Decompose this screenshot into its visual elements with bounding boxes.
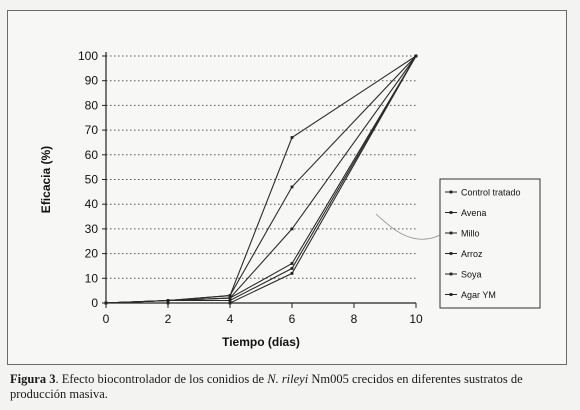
x-axis-title: Tiempo (días) xyxy=(222,335,300,349)
y-tick-label-0: 0 xyxy=(91,296,98,310)
y-tick-label-70: 70 xyxy=(85,123,99,137)
legend-label-1: Avena xyxy=(461,208,486,218)
legend-box xyxy=(439,178,541,309)
legend-marker-4 xyxy=(449,272,453,276)
x-tick-label-8: 8 xyxy=(351,312,358,326)
x-tick-label-6: 6 xyxy=(289,312,296,326)
series-4-point-1 xyxy=(166,299,170,302)
figure-caption: Figura 3. Efecto biocontrolador de los c… xyxy=(10,372,566,402)
x-tick-label-0: 0 xyxy=(103,312,110,326)
legend-marker-1 xyxy=(449,211,453,214)
legend-label-4: Soya xyxy=(461,270,482,280)
legend-marker-3 xyxy=(449,252,453,255)
series-1-point-2 xyxy=(228,294,232,297)
series-4-point-3 xyxy=(290,267,294,270)
legend-marker-2 xyxy=(449,231,453,235)
x-tick-label-10: 10 xyxy=(409,312,423,326)
caption-text-after: Nm005 crecidos en diferentes sustratos d… xyxy=(10,372,523,401)
y-tick-label-40: 40 xyxy=(85,197,99,211)
legend-marker-5 xyxy=(449,293,453,296)
series-5-point-1 xyxy=(166,301,170,305)
caption-label: Figura 3 xyxy=(10,372,56,386)
series-5-point-2 xyxy=(228,301,232,305)
y-tick-label-90: 90 xyxy=(85,74,99,88)
y-axis-title: Eficacia (%) xyxy=(39,146,53,213)
y-tick-label-100: 100 xyxy=(78,49,98,63)
series-line-1 xyxy=(105,55,417,304)
legend-label-0: Control tratado xyxy=(461,188,521,198)
caption-species: N. rileyi xyxy=(267,372,309,386)
legend-label-5: Agar YM xyxy=(461,290,496,300)
y-tick-label-10: 10 xyxy=(85,271,99,285)
y-tick-label-20: 20 xyxy=(85,247,99,261)
series-line-5 xyxy=(106,55,417,304)
legend-marker-0 xyxy=(449,190,453,194)
y-tick-label-30: 30 xyxy=(85,222,99,236)
series-3-point-3 xyxy=(290,262,294,265)
series-1-point-3 xyxy=(290,185,294,189)
x-tick-label-4: 4 xyxy=(227,312,234,326)
series-line-2 xyxy=(105,55,417,304)
chart-frame: 0 10 20 30 40 50 60 70 80 90 100 0 2 4 6 8 10 Tiempo (día… xyxy=(7,10,567,365)
series-0-point-3 xyxy=(290,136,294,139)
x-tick-label-2: 2 xyxy=(165,312,172,326)
pencil-mark xyxy=(375,213,441,240)
caption-text-before: . Efecto biocontrolador de los conidios … xyxy=(55,372,268,386)
series-4-point-2 xyxy=(228,299,232,302)
y-tick-label-80: 80 xyxy=(85,98,99,112)
y-tick-label-60: 60 xyxy=(85,148,99,162)
series-5-point-0 xyxy=(104,301,108,305)
series-line-4 xyxy=(105,55,417,304)
legend-label-2: Millo xyxy=(461,229,480,239)
legend-label-3: Arroz xyxy=(461,249,483,259)
series-3-point-2 xyxy=(228,296,232,300)
series-5-point-4 xyxy=(414,54,418,58)
series-2-point-3 xyxy=(290,227,294,231)
line-chart: 0 10 20 30 40 50 60 70 80 90 100 0 2 4 6 8 10 Tiempo (día… xyxy=(39,49,541,349)
y-tick-label-50: 50 xyxy=(85,173,99,187)
series-line-3 xyxy=(105,55,417,304)
series-5-point-3 xyxy=(290,271,294,275)
series-line-0 xyxy=(105,55,417,304)
